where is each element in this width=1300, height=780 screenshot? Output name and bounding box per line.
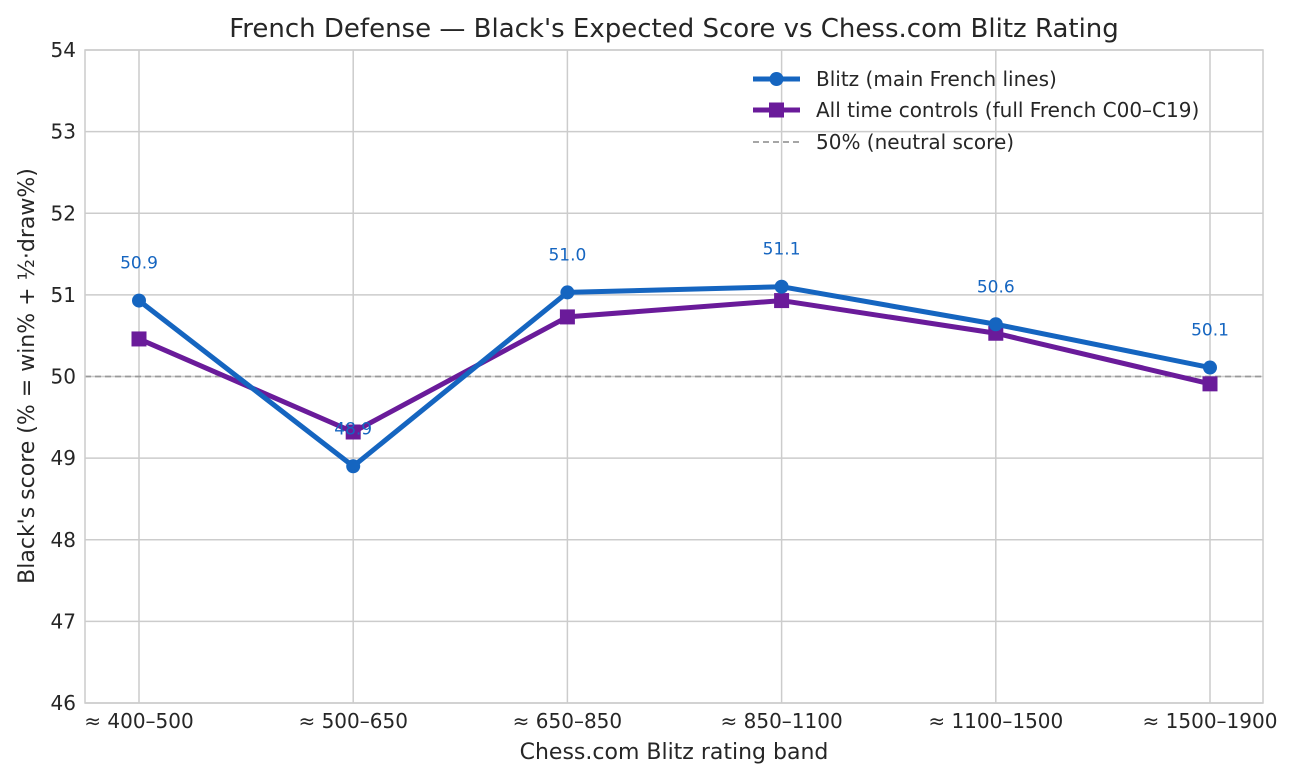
x-tick-label: ≈ 500–650	[298, 709, 407, 733]
series-line	[136, 298, 1213, 435]
legend-label: All time controls (full French C00–C19)	[816, 98, 1199, 122]
x-tick-label: ≈ 400–500	[84, 709, 193, 733]
legend-label: 50% (neutral score)	[816, 130, 1014, 154]
x-tick-label: ≈ 1500–1900	[1143, 709, 1278, 733]
legend-item-reference: 50% (neutral score)	[753, 130, 1014, 154]
x-axis-title: Chess.com Blitz rating band	[520, 740, 829, 765]
tick-labels: 46 47 48 49 50 51 52 53 54 ≈ 400–500 ≈ 500–650 ≈ 65…	[51, 38, 1278, 733]
data-labels: 50.9 48.9 51.0 51.1 50.6 50.1	[120, 240, 1229, 440]
legend-label: Blitz (main French lines)	[816, 67, 1057, 91]
data-label: 51.1	[763, 240, 801, 260]
data-point	[988, 317, 1003, 332]
data-point	[345, 424, 361, 440]
series-group	[131, 279, 1218, 474]
data-point	[1203, 360, 1217, 375]
legend-marker	[769, 102, 784, 118]
y-tick-label: 48	[51, 528, 76, 552]
data-label: 51.0	[548, 245, 586, 265]
data-label: 50.9	[120, 254, 158, 274]
data-point	[559, 309, 575, 325]
legend-item-blitz: Blitz (main French lines)	[753, 67, 1057, 91]
data-point	[132, 293, 146, 308]
data-point	[346, 459, 361, 474]
data-point	[774, 279, 789, 294]
data-label: 50.6	[977, 277, 1015, 297]
y-tick-label: 50	[51, 365, 76, 389]
x-tick-label: ≈ 650–850	[513, 709, 622, 733]
chart-title: French Defense — Black's Expected Score …	[229, 14, 1119, 44]
data-point	[1202, 376, 1218, 392]
y-tick-label: 46	[51, 691, 76, 715]
y-axis-title: Black's score (% = win% + ½·draw%)	[15, 168, 40, 584]
y-tick-label: 47	[51, 609, 76, 633]
data-label: 50.1	[1191, 321, 1229, 341]
plot-frame	[84, 49, 1264, 704]
y-tick-label: 52	[51, 201, 76, 225]
x-tick-label: ≈ 850–1100	[721, 709, 843, 733]
legend-marker	[769, 72, 784, 86]
y-tick-label: 51	[51, 283, 76, 307]
series-all-time-controls	[131, 293, 1218, 440]
x-tick-label: ≈ 1100–1500	[928, 709, 1063, 733]
series-line	[136, 284, 1213, 469]
legend: Blitz (main French lines) All time contro…	[753, 67, 1199, 154]
data-point	[131, 331, 147, 347]
series-blitz	[132, 279, 1217, 474]
y-tick-label: 54	[51, 38, 76, 62]
data-label: 48.9	[334, 419, 372, 439]
legend-item-all-time-controls: All time controls (full French C00–C19)	[753, 98, 1199, 122]
data-point	[774, 293, 790, 309]
data-point	[560, 285, 575, 300]
y-tick-label: 49	[51, 446, 76, 470]
y-tick-label: 53	[51, 120, 76, 144]
